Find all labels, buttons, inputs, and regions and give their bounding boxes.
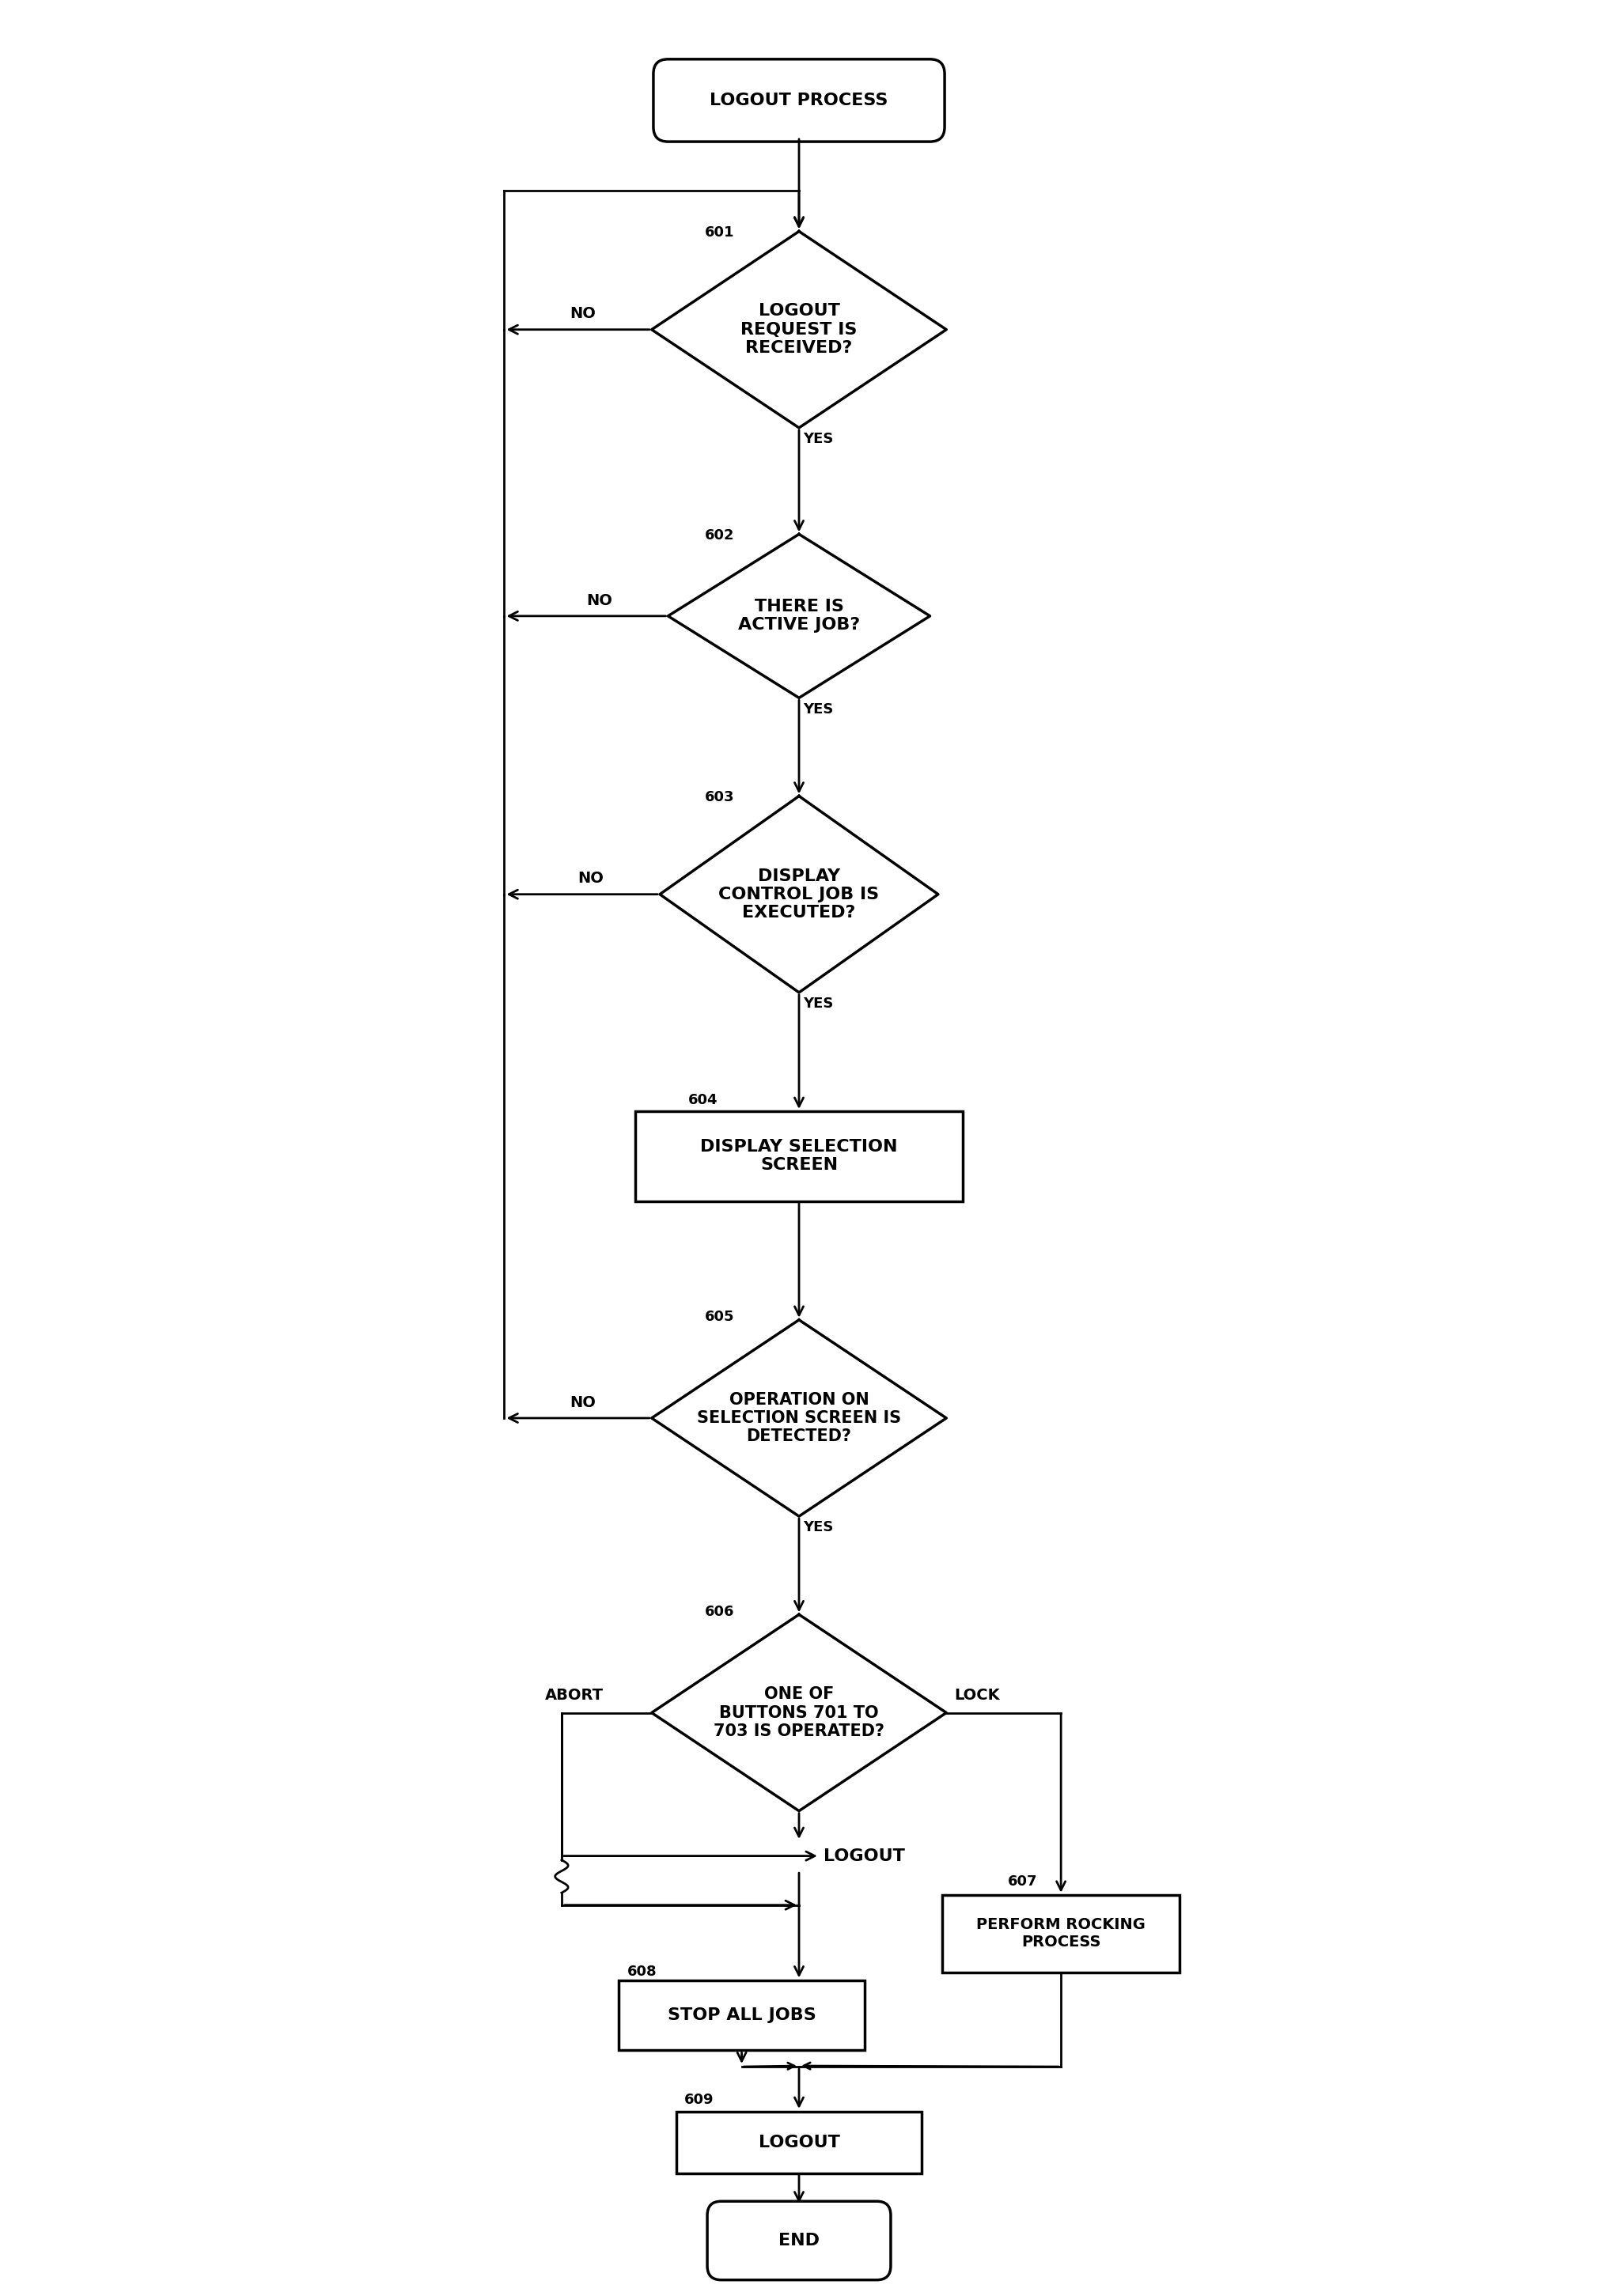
Text: LOGOUT: LOGOUT [759,2135,839,2151]
Text: NO: NO [586,592,612,608]
Text: LOGOUT
REQUEST IS
RECEIVED?: LOGOUT REQUEST IS RECEIVED? [741,303,857,356]
Text: 601: 601 [705,225,735,239]
Text: 605: 605 [705,1309,735,1325]
Polygon shape [660,797,938,992]
Bar [636,1111,962,1201]
Text: YES: YES [804,996,834,1010]
Text: END: END [778,2232,820,2248]
Text: ONE OF
BUTTONS 701 TO
703 IS OPERATED?: ONE OF BUTTONS 701 TO 703 IS OPERATED? [714,1688,884,1738]
Text: NO: NO [570,1396,596,1410]
Text: STOP ALL JOBS: STOP ALL JOBS [668,2007,817,2023]
Text: OPERATION ON
SELECTION SCREEN IS
DETECTED?: OPERATION ON SELECTION SCREEN IS DETECTE… [697,1391,901,1444]
Text: 603: 603 [705,790,735,804]
Text: DISPLAY SELECTION
SCREEN: DISPLAY SELECTION SCREEN [700,1139,898,1173]
Text: THERE IS
ACTIVE JOB?: THERE IS ACTIVE JOB? [738,599,860,634]
Text: NO: NO [570,305,596,321]
Text: NO: NO [578,870,604,886]
Text: 608: 608 [626,1965,657,1979]
Polygon shape [652,1320,946,1515]
Bar [943,1894,1179,1972]
Polygon shape [668,535,930,698]
Polygon shape [652,1614,946,1812]
Text: 606: 606 [705,1605,735,1619]
Text: LOGOUT: LOGOUT [823,1848,904,1864]
Text: YES: YES [804,1520,834,1534]
FancyBboxPatch shape [654,60,944,142]
Text: 604: 604 [689,1093,718,1107]
Text: DISPLAY
CONTROL JOB IS
EXECUTED?: DISPLAY CONTROL JOB IS EXECUTED? [719,868,879,921]
Polygon shape [652,232,946,427]
FancyBboxPatch shape [708,2202,890,2280]
Text: YES: YES [804,432,834,445]
Text: LOCK: LOCK [954,1688,1000,1704]
Text: PERFORM ROCKING
PROCESS: PERFORM ROCKING PROCESS [976,1917,1146,1949]
Text: LOGOUT PROCESS: LOGOUT PROCESS [710,92,888,108]
Text: 609: 609 [684,2094,714,2108]
Text: 602: 602 [705,528,735,542]
Text: 607: 607 [1008,1874,1037,1890]
Bar [676,2112,922,2172]
Text: ABORT: ABORT [545,1688,604,1704]
Bar [618,1981,865,2050]
Text: YES: YES [804,703,834,716]
